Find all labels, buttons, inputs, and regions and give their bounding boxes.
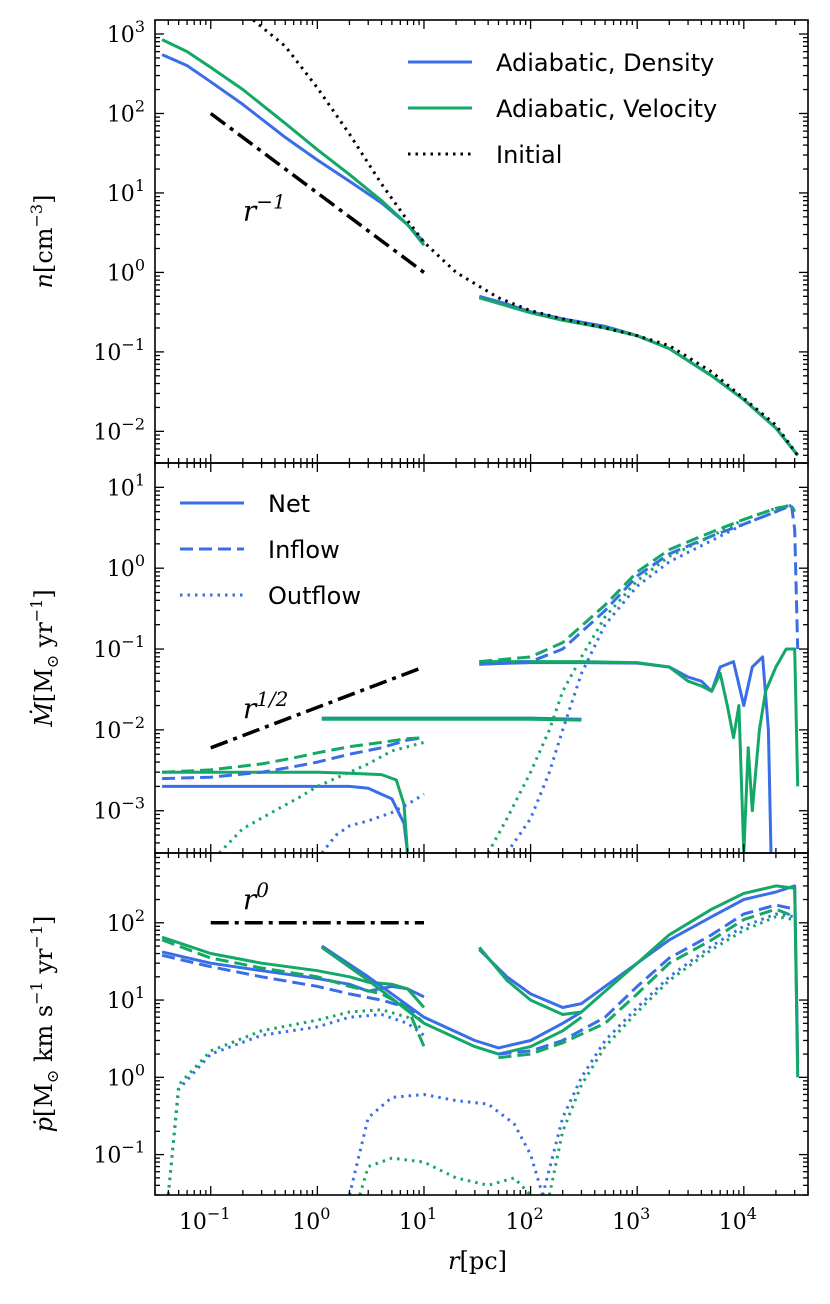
y-tick-label: 102	[107, 906, 145, 937]
series-line-density-outflow-inner-	[320, 792, 425, 853]
series-line-velocity-net-outer-	[478, 884, 800, 1078]
legend-label: Outflow	[268, 582, 361, 610]
y-tick-label: 102	[107, 96, 145, 127]
series-line-velocity-inflow-inner-	[161, 938, 426, 1048]
panel-2: r1/2 10−3 10−2 10−1 100 101 Ṁ[M⊙ yr−1] Net Inflo…	[27, 462, 809, 854]
axes-frame	[154, 852, 809, 1196]
x-tick-label: 103	[612, 1204, 650, 1235]
y-axis-label: ṗ[M⊙ km s−1 yr−1]	[27, 916, 62, 1133]
tick-marks	[154, 462, 809, 854]
legend: Net Inflow Outflow	[180, 490, 361, 610]
annotation-label: r−1	[243, 190, 286, 228]
y-axis-label: Ṁ[M⊙ yr−1]	[27, 589, 62, 728]
legend-label: Inflow	[268, 536, 340, 564]
series-line-velocity-net-mid-	[320, 946, 583, 1056]
series-line-velocity-outflow-outer-	[547, 915, 795, 1195]
axes-frame	[154, 462, 809, 854]
y-axis-label: n[cm−3]	[27, 195, 58, 289]
y-tick-label: 103	[107, 17, 145, 48]
series-line-density-net-outer-	[479, 655, 773, 853]
y-tick-label: 10−2	[93, 713, 145, 744]
tick-marks	[154, 20, 809, 464]
legend: Adiabatic, Density Adiabatic, Velocity Ini…	[408, 49, 717, 169]
series-line-velocity-outflow-inner-	[166, 1008, 425, 1195]
series-line-density-inflow-inner-	[161, 953, 426, 1025]
panel-1: r−1 10−2 10−1 100 101 102 103 n[cm−3] Adiabatic,…	[27, 17, 809, 464]
y-tick-label: 100	[107, 551, 145, 582]
series-group	[161, 884, 800, 1195]
guide-line	[210, 667, 420, 750]
guide-line	[209, 112, 426, 274]
series-line-adiabatic-velocity-outer-	[478, 296, 799, 457]
series-line-density-outflow-mid-	[348, 1093, 545, 1195]
legend-label: Initial	[496, 141, 562, 169]
series-line-velocity-net-mid-	[321, 717, 582, 722]
x-tick-label: 101	[399, 1204, 437, 1235]
series-line-velocity-net-inner-	[161, 935, 426, 1009]
series-line-adiabatic-density-inner-	[161, 53, 426, 244]
y-tick-label: 10−1	[93, 1138, 145, 1169]
x-tick-label: 100	[292, 1204, 330, 1235]
series-line-density-outflow-outer-	[541, 912, 795, 1195]
series-group	[162, 503, 800, 853]
series-line-velocity-inflow-outer-	[479, 503, 797, 664]
y-tick-label: 100	[107, 255, 145, 286]
series-line-density-net-inner-	[162, 784, 409, 853]
y-tick-label: 101	[107, 983, 145, 1014]
x-tick-label: 102	[505, 1204, 543, 1235]
series-line-velocity-inflow-inner-	[162, 736, 425, 774]
tick-marks	[154, 852, 809, 1196]
series-line-density-inflow-outer-	[498, 903, 796, 1056]
series-line-velocity-net-outer-	[479, 647, 800, 853]
series-line-velocity-net-inner-	[162, 770, 409, 853]
legend-label: Adiabatic, Density	[496, 49, 714, 77]
series-line-velocity-outflow-outer-	[486, 503, 792, 853]
series-line-density-net-mid-	[320, 944, 583, 1050]
series-line-density-outflow-inner-	[166, 1013, 425, 1195]
series-line-adiabatic-velocity-inner-	[161, 38, 426, 247]
legend-label: Adiabatic, Velocity	[496, 95, 717, 123]
legend-label: Net	[268, 490, 310, 518]
x-axis-label: r[pc]	[448, 1247, 507, 1275]
series-line-density-outflow-outer-	[505, 503, 793, 853]
x-tick-label: 10−1	[179, 1204, 231, 1235]
y-tick-label: 10−1	[93, 335, 145, 366]
y-tick-label: 101	[107, 176, 145, 207]
y-tick-label: 10−1	[93, 632, 145, 663]
y-tick-label: 100	[107, 1060, 145, 1091]
series-line-velocity-outflow-inner-	[218, 740, 425, 853]
series-line-adiabatic-density-outer-	[478, 294, 799, 457]
axes-frame	[154, 19, 809, 464]
annotation-label: r0	[243, 878, 269, 916]
series-line-initial	[252, 20, 799, 457]
panel-3: r0 10−1 100 101 102 10−1 100 101 102 103 104 r[pc] ṗ…	[27, 852, 809, 1275]
series-line-velocity-outflow-mid-	[358, 1156, 532, 1195]
y-tick-label: 10−3	[93, 794, 145, 825]
x-tick-label: 104	[719, 1204, 757, 1235]
y-tick-label: 101	[107, 470, 145, 501]
annotation-label: r1/2	[243, 687, 289, 725]
series-group	[161, 20, 799, 457]
y-tick-label: 10−2	[93, 414, 145, 445]
series-line-density-inflow-inner-	[162, 736, 425, 781]
series-line-velocity-inflow-outer-	[498, 907, 796, 1060]
